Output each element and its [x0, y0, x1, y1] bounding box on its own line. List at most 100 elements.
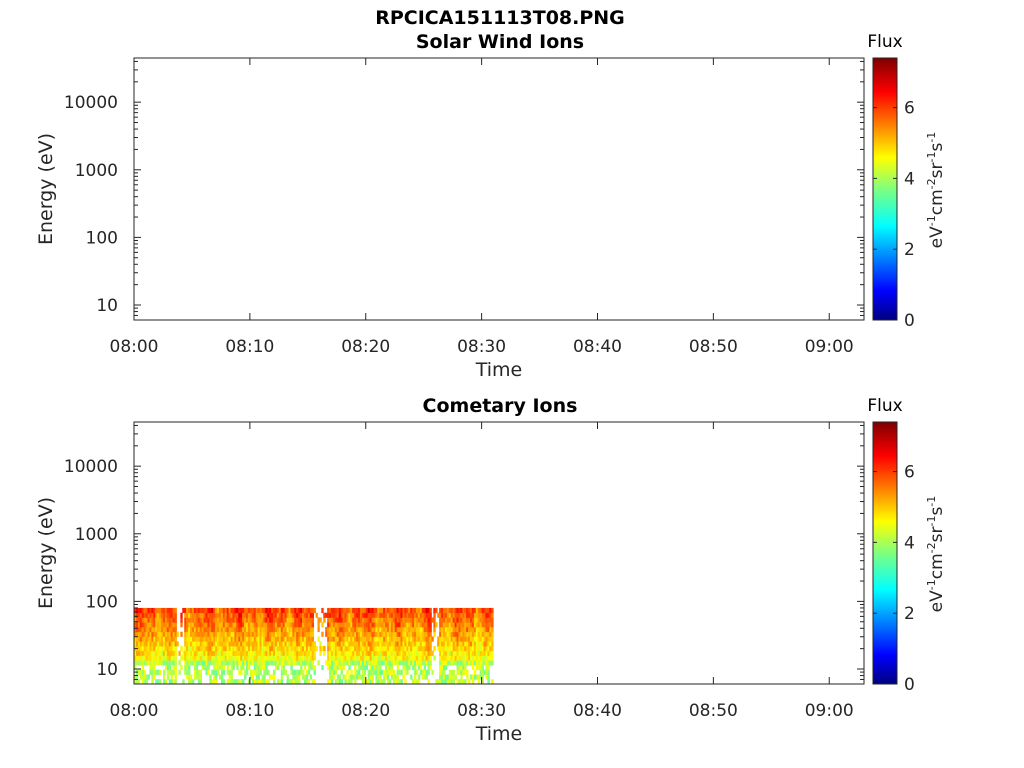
colorbar-label: eV-1cm-2sr-1s-1	[925, 496, 947, 613]
spectrogram-cell	[271, 622, 274, 628]
spectrogram-cell	[462, 650, 465, 656]
spectrogram-cell	[269, 626, 272, 633]
spectrogram-cell	[450, 669, 454, 675]
spectrogram-cell	[170, 607, 174, 614]
colorbar-tick-label: 2	[904, 604, 915, 624]
spectrogram-cell	[230, 655, 233, 661]
spectrogram-cell	[211, 612, 214, 618]
spectrogram-cell	[336, 674, 340, 680]
spectrogram-cell	[172, 636, 175, 642]
spectrogram-cell	[157, 622, 160, 628]
spectrogram-cell	[228, 636, 231, 642]
spectrogram-cell	[174, 655, 177, 661]
spectrogram-cell	[352, 617, 355, 623]
spectrogram-cell	[468, 645, 471, 652]
spectrogram-cell	[330, 641, 334, 647]
spectrogram-cell	[217, 607, 220, 614]
spectrogram-cell	[332, 622, 336, 628]
spectrogram-cell	[282, 664, 286, 671]
spectrogram-cell	[284, 645, 287, 652]
spectrogram-cell	[406, 607, 409, 614]
spectrogram-cell	[203, 612, 206, 618]
spectrogram-cell	[365, 645, 369, 652]
y-axis-label: Energy (eV)	[35, 497, 57, 609]
spectrogram-cell	[329, 645, 332, 652]
spectrogram-cell	[473, 607, 477, 614]
spectrogram-cell	[153, 664, 156, 671]
spectrogram-cell	[481, 622, 484, 628]
spectrogram-cell	[164, 660, 168, 666]
spectrogram-cell	[309, 655, 313, 661]
spectrogram-cell	[458, 669, 461, 675]
spectrogram-cell	[481, 650, 484, 656]
spectrogram-cell	[288, 679, 291, 684]
spectrogram-cell	[373, 636, 376, 642]
spectrogram-cell	[242, 622, 245, 628]
spectrogram-cell	[296, 679, 299, 684]
spectrogram-cell	[336, 631, 340, 637]
spectrogram-cell	[247, 626, 251, 633]
spectrogram-cell	[402, 674, 405, 680]
spectrogram-cell	[303, 626, 307, 633]
spectrogram-cell	[257, 631, 260, 637]
spectrogram-cell	[383, 660, 386, 666]
spectrogram-cell	[429, 650, 432, 656]
spectrogram-cell	[286, 607, 289, 614]
spectrogram-cell	[332, 650, 336, 656]
spectrogram-cell	[153, 650, 156, 656]
spectrogram-cell	[336, 622, 340, 628]
spectrogram-cell	[485, 650, 488, 656]
spectrogram-cell	[342, 664, 345, 671]
spectrogram-cell	[448, 607, 452, 614]
spectrogram-cell	[240, 612, 243, 618]
spectrogram-cell	[392, 679, 396, 684]
spectrogram-cell	[166, 674, 170, 680]
spectrogram-cell	[164, 650, 168, 656]
spectrogram-cell	[410, 617, 413, 623]
spectrogram-cell	[450, 617, 454, 623]
spectrogram-cell	[371, 626, 374, 633]
spectrogram-cell	[458, 636, 461, 642]
spectrogram-cell	[197, 674, 201, 680]
spectrogram-cell	[338, 679, 342, 684]
spectrogram-cell	[386, 679, 390, 684]
spectrogram-cell	[232, 664, 235, 671]
spectrogram-cell	[184, 660, 187, 666]
spectrogram-cell	[307, 607, 311, 614]
spectrogram-cell	[487, 622, 490, 628]
spectrogram-cell	[257, 622, 260, 628]
spectrogram-cell	[388, 645, 392, 652]
spectrogram-cell	[371, 660, 374, 666]
spectrogram-cell	[224, 626, 228, 633]
spectrogram-cell	[157, 612, 160, 618]
spectrogram-cell	[294, 645, 297, 652]
spectrogram-cell	[259, 641, 262, 647]
spectrogram-cell	[491, 622, 494, 628]
spectrogram-cell	[232, 636, 235, 642]
spectrogram-cell	[442, 655, 446, 661]
spectrogram-cell	[444, 617, 448, 623]
spectrogram-cell	[161, 631, 164, 637]
spectrogram-cell	[186, 622, 189, 628]
spectrogram-cell	[452, 669, 455, 675]
spectrogram-cell	[218, 655, 222, 661]
spectrogram-cell	[491, 645, 494, 652]
spectrogram-cell	[203, 655, 206, 661]
spectrogram-cell	[161, 641, 164, 647]
spectrogram-cell	[226, 655, 230, 661]
spectrogram-cell	[392, 650, 396, 656]
spectrogram-cell	[305, 660, 309, 666]
spectrogram-cell	[164, 617, 168, 623]
spectrogram-cell	[334, 645, 338, 652]
spectrogram-cell	[174, 650, 177, 656]
spectrogram-cell	[139, 607, 143, 614]
spectrogram-cell	[427, 660, 430, 666]
spectrogram-cell	[379, 636, 382, 642]
spectrogram-cell	[261, 631, 264, 637]
spectrogram-cell	[249, 669, 253, 675]
y-tick-label: 10000	[64, 457, 118, 477]
spectrogram-cell	[468, 655, 471, 661]
spectrogram-cell	[162, 607, 166, 614]
spectrogram-cell	[251, 669, 255, 675]
spectrogram-cell	[352, 636, 355, 642]
